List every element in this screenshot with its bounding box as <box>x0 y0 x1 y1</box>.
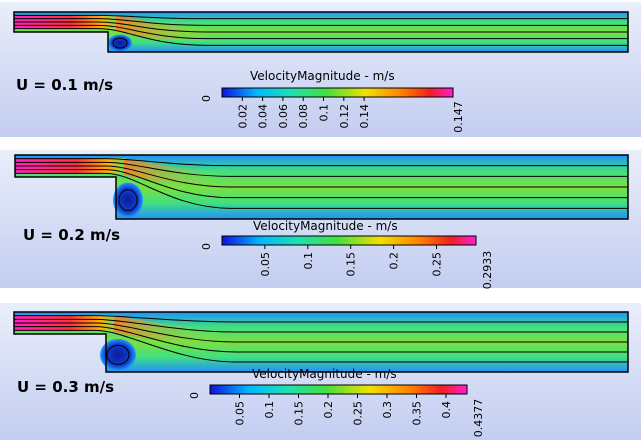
scale-tick-label: 0.1 <box>263 401 276 419</box>
scale-tick-label: 0.3 <box>381 401 394 419</box>
scale-bar <box>221 87 454 98</box>
scale-tick-label: 0.35 <box>411 401 424 426</box>
streamline <box>14 21 628 33</box>
color-scale: VelocityMagnitude - m/s 0 0.05 0.1 0.15 0.2 0.… <box>188 367 485 437</box>
scale-bar <box>221 235 477 246</box>
scale-tick-label: 0.06 <box>277 104 290 129</box>
panel-1: U = 0.1 m/s VelocityMagnitude - m/s 0 0.02 0… <box>0 2 641 137</box>
scale-tick-label: 0 <box>200 243 213 250</box>
scale-tick-label: 0.05 <box>234 401 247 426</box>
scale-tick-label: 0.1 <box>318 104 331 122</box>
scale-max-label: 0.147 <box>452 101 465 133</box>
streamline <box>14 14 628 20</box>
panel-2: U = 0.2 m/s VelocityMagnitude - m/s 0 0.05 0… <box>0 150 641 289</box>
streamline <box>15 165 628 188</box>
streamline <box>14 24 628 40</box>
scale-tick-label: 0.15 <box>293 401 306 426</box>
vortex-streamline <box>106 344 130 365</box>
channel <box>13 11 629 53</box>
channel-wall <box>14 154 629 220</box>
scale-tick-label: 0.08 <box>297 104 310 129</box>
streamline <box>14 326 628 353</box>
streamline <box>14 322 628 343</box>
streamline <box>14 315 628 323</box>
scale-tick-label: 0.04 <box>257 104 270 129</box>
scale-title: VelocityMagnitude - m/s <box>253 219 398 233</box>
channel <box>14 154 629 220</box>
streamline <box>15 158 628 167</box>
recirculation-vortex <box>113 182 143 218</box>
streamline <box>14 28 628 46</box>
vortex-streamline <box>118 189 138 212</box>
scale-tick-label: 0.12 <box>338 104 351 129</box>
streamline <box>15 169 628 199</box>
jet-expansion <box>114 316 216 341</box>
color-scale: VelocityMagnitude - m/s 0 0.02 0.04 0.06 0.08… <box>200 69 465 133</box>
scale-tick-label: 0.2 <box>322 401 335 419</box>
scale-tick-label: 0 <box>200 95 213 102</box>
recirculation-vortex <box>108 34 132 52</box>
streamline <box>14 329 628 363</box>
scale-tick-label: 0.25 <box>431 252 444 277</box>
streamline <box>15 161 628 177</box>
streamline <box>14 18 628 26</box>
inflow-velocity-label: U = 0.3 m/s <box>17 378 114 396</box>
scale-max-label: 0.4377 <box>472 399 485 438</box>
scale-title: VelocityMagnitude - m/s <box>250 69 395 83</box>
scale-tick-label: 0.14 <box>358 104 371 129</box>
scale-tick-label: 0 <box>188 392 201 399</box>
scale-tick-label: 0.1 <box>302 252 315 270</box>
color-scale: VelocityMagnitude - m/s 0 0.05 0.1 0.15 0.2 0.… <box>200 219 494 289</box>
scale-title: VelocityMagnitude - m/s <box>252 367 397 381</box>
inflow-velocity-label: U = 0.1 m/s <box>16 76 113 94</box>
scale-tick-label: 0.4 <box>440 401 453 419</box>
scale-tick-label: 0.05 <box>259 252 272 277</box>
scale-max-label: 0.2933 <box>481 251 494 290</box>
scale-tick-label: 0.25 <box>352 401 365 426</box>
streamline <box>15 172 628 209</box>
vortex-streamline <box>112 37 128 49</box>
channel <box>13 311 629 373</box>
channel-wall <box>13 11 629 53</box>
inflow-velocity-label: U = 0.2 m/s <box>23 226 120 244</box>
scale-tick-label: 0.02 <box>236 104 249 129</box>
streamline <box>14 318 628 333</box>
scale-tick-label: 0.2 <box>388 252 401 270</box>
scale-bar <box>209 384 468 395</box>
scale-tick-label: 0.15 <box>345 252 358 277</box>
channel-wall <box>13 311 629 373</box>
panel-3: U = 0.3 m/s VelocityMagnitude - m/s 0 0.05 0… <box>0 303 641 440</box>
recirculation-vortex <box>100 338 136 371</box>
jet-expansion <box>124 159 226 184</box>
